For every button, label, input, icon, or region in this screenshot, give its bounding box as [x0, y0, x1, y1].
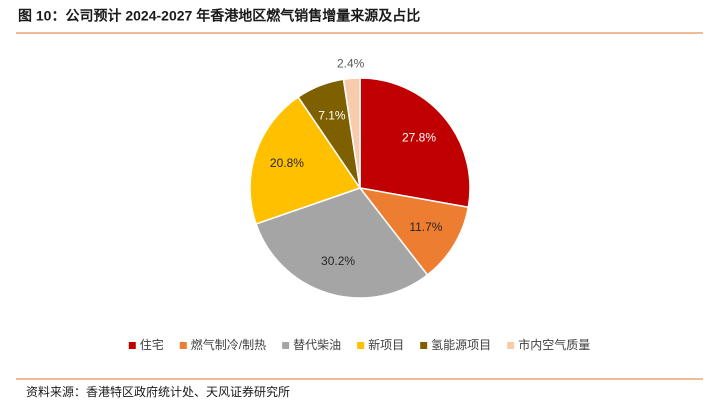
legend-swatch: [128, 342, 136, 349]
chart-title: 图 10：公司预计 2024-2027 年香港地区燃气销售增量来源及占比: [18, 8, 420, 24]
pie-slice: [359, 77, 471, 209]
legend-swatch: [282, 342, 290, 349]
legend-label: 市内空气质量: [518, 337, 590, 352]
legend-label: 新项目: [368, 337, 404, 352]
legend-label: 氢能源项目: [431, 337, 491, 352]
legend-swatch: [179, 342, 187, 349]
pie-slice: [255, 187, 429, 299]
data-label: 11.7%: [409, 220, 442, 234]
legend-label: 住宅: [140, 337, 164, 352]
pie-slice: [342, 77, 361, 189]
legend-swatch: [420, 342, 428, 349]
data-label: 27.8%: [402, 131, 436, 145]
data-label: 20.8%: [270, 156, 304, 170]
data-label: 7.1%: [318, 108, 346, 122]
legend-swatch: [357, 342, 365, 349]
data-label: 30.2%: [321, 254, 355, 268]
legend-label: 替代柴油: [293, 338, 341, 352]
pie-slice: [358, 186, 470, 276]
data-label: 2.4%: [337, 57, 365, 71]
source-note: 资料来源：香港特区政府统计处、天风证券研究所: [26, 384, 290, 399]
legend-swatch: [507, 342, 515, 349]
legend-label: 燃气制冷/制热: [191, 337, 266, 352]
pie-slice: [249, 95, 362, 225]
